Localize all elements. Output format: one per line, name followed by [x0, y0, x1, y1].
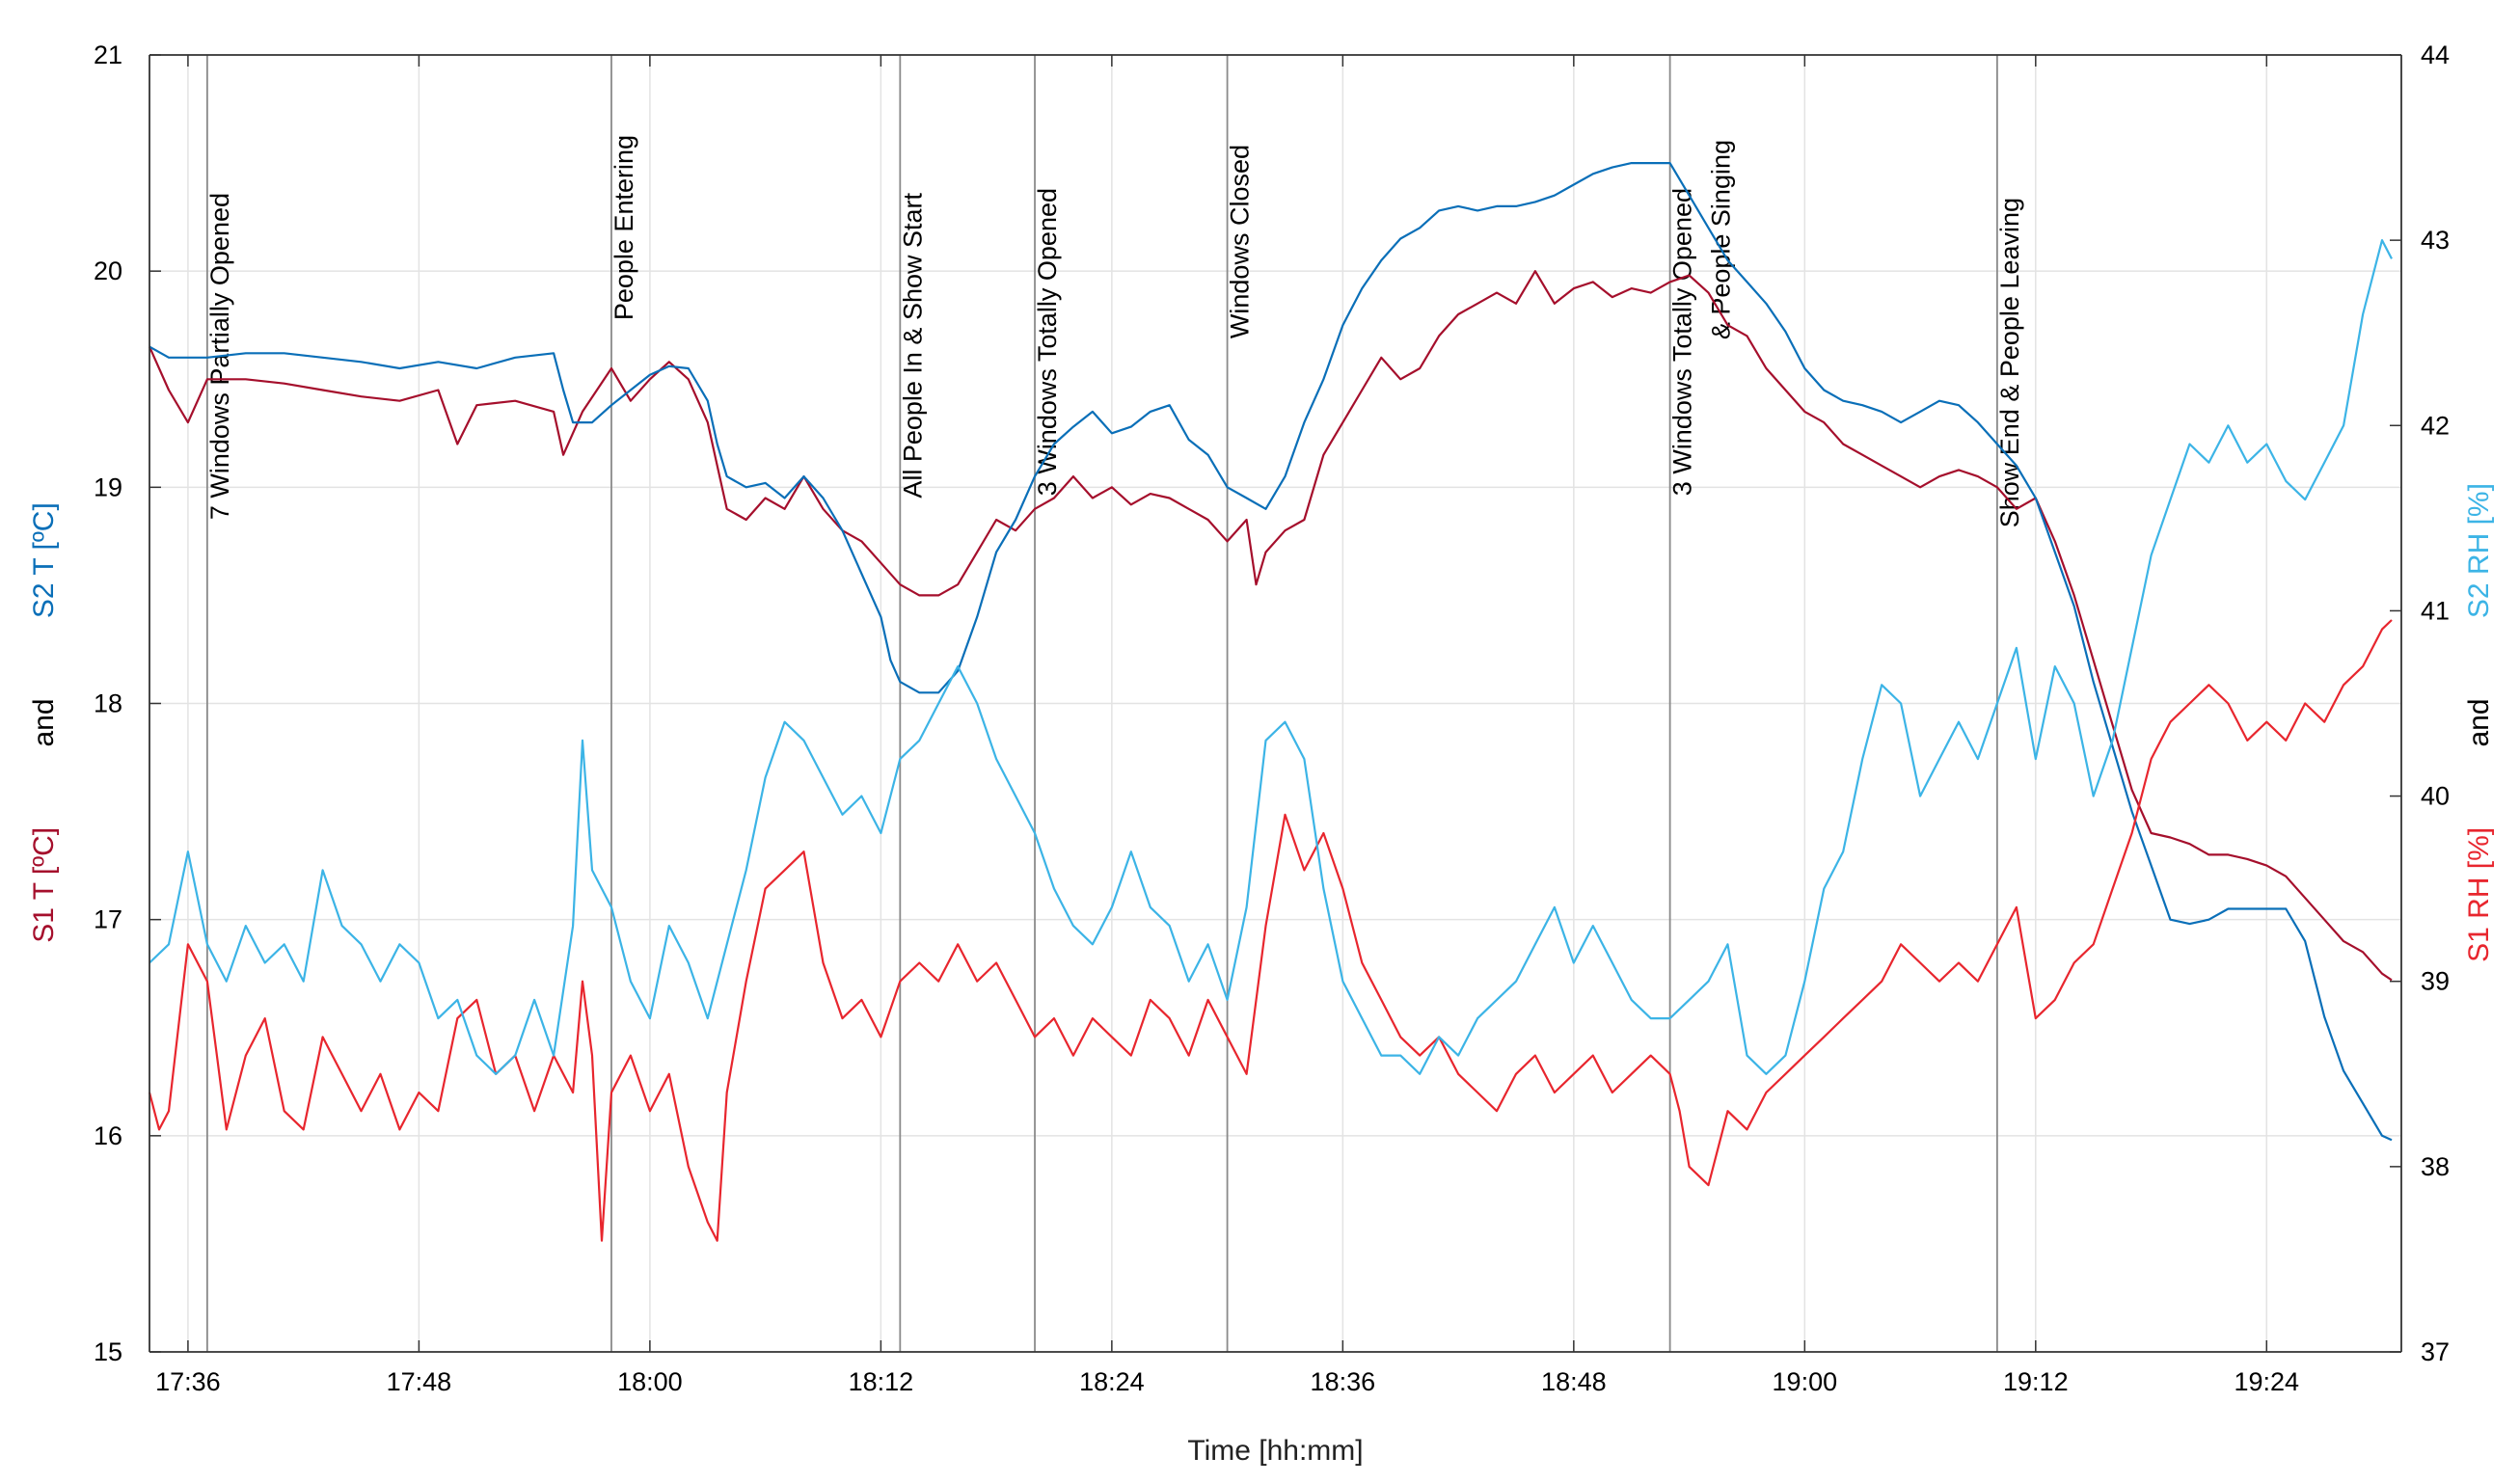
event-label: Show End & People Leaving [1995, 198, 2024, 527]
y-right-tick-label: 42 [2421, 411, 2450, 440]
y-right-tick-label: 41 [2421, 596, 2450, 625]
x-tick-label: 19:00 [1773, 1367, 1838, 1396]
axes [149, 54, 2402, 1353]
event-label-group: Show End & People Leaving [1995, 198, 2024, 527]
y-left-tick-label: 16 [94, 1121, 122, 1150]
y-left-tick-label: 17 [94, 905, 122, 934]
y-right-tick-label: 37 [2421, 1337, 2450, 1366]
event-label: All People In & Show Start [898, 193, 927, 499]
x-tick-label: 17:36 [155, 1367, 221, 1396]
x-axis-title: Time [hh:mm] [1187, 1435, 1363, 1467]
x-tick-label: 18:24 [1079, 1367, 1145, 1396]
y-right-tick-label: 40 [2421, 782, 2450, 811]
y-left-tick-label: 21 [94, 40, 122, 69]
event-label: 3 Windows Totally Opened [1033, 188, 1062, 496]
axis-title-part: and [28, 698, 60, 826]
tick-labels: 17:36 17:48 18:00 18:12 18:24 18:36 18:48 19:00… [94, 40, 2450, 1396]
event-markers: 7 Windows Partially Opened People Enterin… [205, 55, 2024, 1352]
x-tick-label: 17:48 [387, 1367, 452, 1396]
x-tick-label: 18:48 [1541, 1367, 1607, 1396]
event-label-group: 3 Windows Totally Opened [1668, 188, 1697, 496]
data-series [148, 162, 2393, 1242]
y-axis-left-title: S1 T [ºC] and S2 T [ºC] [28, 502, 60, 943]
axis-title-part: S1 RH [%] [2463, 827, 2495, 962]
event-label: & People Singing [1707, 140, 1736, 339]
y-left-tick-label: 15 [94, 1337, 122, 1366]
x-tick-label: 18:00 [617, 1367, 683, 1396]
event-label-group: & People Singing [1707, 140, 1736, 339]
x-tick-label: 19:24 [2235, 1367, 2300, 1396]
y-left-tick-label: 20 [94, 256, 122, 285]
axis-title-part: S2 RH [%] [2463, 483, 2495, 698]
x-tick-label: 18:36 [1311, 1367, 1376, 1396]
event-label-group: Windows Closed [1226, 145, 1255, 338]
axis-title-part: S2 T [ºC] [28, 502, 60, 698]
x-tick-label: 18:12 [849, 1367, 914, 1396]
event-label-group: All People In & Show Start [898, 193, 927, 499]
series-line-s2-t [149, 162, 2393, 1142]
event-label-group: 3 Windows Totally Opened [1033, 188, 1062, 496]
y-right-tick-label: 44 [2421, 40, 2450, 69]
event-label: People Entering [609, 135, 638, 320]
y-axis-right-title: S1 RH [%] and S2 RH [%] [2463, 483, 2495, 962]
y-right-tick-label: 38 [2421, 1152, 2450, 1181]
series-line-s2-rh [149, 239, 2393, 1075]
y-left-tick-label: 19 [94, 472, 122, 501]
y-right-tick-label: 39 [2421, 967, 2450, 996]
axis-title-part: and [2463, 698, 2495, 826]
event-label: Windows Closed [1226, 145, 1255, 338]
axis-title-part: S1 T [ºC] [28, 827, 60, 943]
event-label-group: People Entering [609, 135, 638, 320]
event-label: 3 Windows Totally Opened [1668, 188, 1697, 496]
x-tick-label: 19:12 [2003, 1367, 2069, 1396]
y-left-tick-label: 18 [94, 689, 122, 718]
y-right-tick-label: 43 [2421, 226, 2450, 255]
